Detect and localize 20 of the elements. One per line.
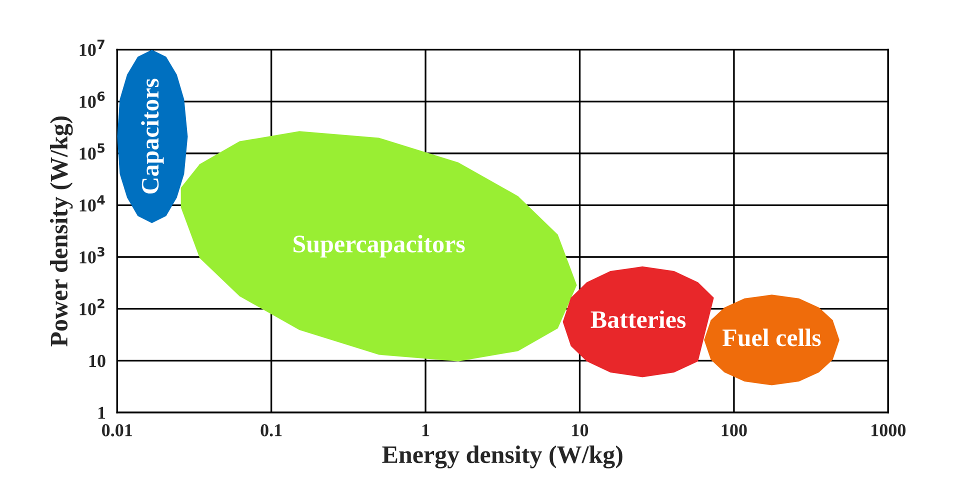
y-tick-label: 10$^{4}$: [80, 195, 105, 212]
x-tick-label: 100: [722, 424, 747, 436]
y-tick-label: 10$^{6}$: [80, 91, 105, 108]
y-tick-label: 1: [98, 406, 106, 419]
x-tick-label: 1: [422, 424, 430, 436]
x-tick-label: 1000: [872, 424, 906, 436]
y-tick-label: 10$^{2}$: [80, 298, 104, 316]
x-tick-label: 0.01: [102, 424, 132, 436]
series-label: Batteries: [590, 310, 686, 328]
y-tick-label: 10$^{3}$: [80, 246, 104, 264]
series-label: Fuel cells: [722, 328, 821, 346]
series-label: Capacitors: [141, 78, 164, 194]
x-axis-title: Energy density (W/kg): [382, 446, 622, 468]
y-axis-title: Power density (W/kg): [50, 116, 73, 346]
y-tick-label: 10$^{7}$: [80, 40, 104, 56]
y-tick-label: 10: [89, 354, 106, 368]
series-label: Supercapacitors: [294, 234, 465, 258]
x-tick-label: 0.1: [260, 424, 282, 436]
x-tick-label: 10: [572, 424, 588, 436]
y-tick-label: 10$^{5}$: [80, 143, 105, 160]
